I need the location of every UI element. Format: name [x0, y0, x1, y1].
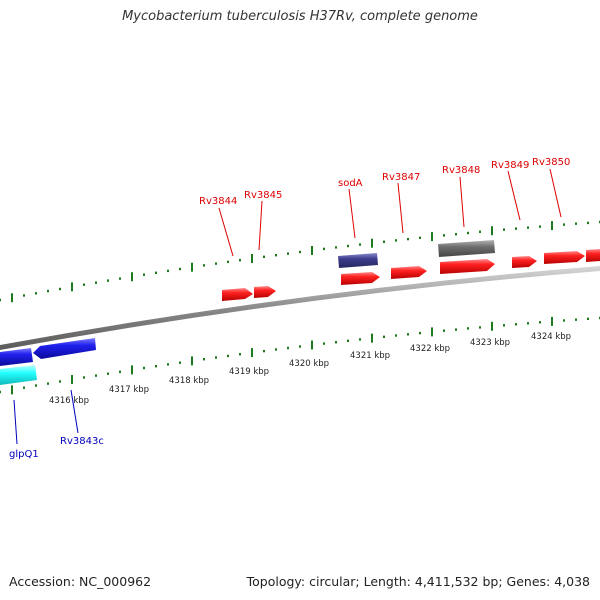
feature-navy[interactable]	[338, 253, 378, 268]
gene-labels: Rv3844 Rv3845 sodA Rv3847 Rv3848 Rv3849 …	[9, 157, 570, 460]
gene-label-rv3845[interactable]: Rv3845	[244, 190, 282, 201]
scale-label: 4319 kbp	[229, 367, 269, 377]
other-features	[338, 240, 495, 268]
feature-gray[interactable]	[438, 240, 495, 257]
gene-partial-edge[interactable]	[586, 249, 600, 262]
scale-label: 4320 kbp	[289, 359, 329, 369]
scale-label: 4318 kbp	[169, 376, 209, 386]
genome-backbone	[0, 266, 600, 350]
gene-rv3844[interactable]	[222, 288, 253, 301]
gene-label-rv3850[interactable]: Rv3850	[532, 157, 570, 168]
gene-rv3845[interactable]	[254, 286, 276, 298]
genome-summary: Topology: circular; Length: 4,411,532 bp…	[246, 574, 590, 589]
gene-rv3850[interactable]	[544, 251, 585, 264]
gene-reverse-partial[interactable]	[0, 348, 33, 366]
reverse-strand-ruler	[0, 316, 600, 395]
gene-rv3849[interactable]	[512, 256, 537, 268]
gene-label-rv3848[interactable]: Rv3848	[442, 165, 480, 176]
gene-soda[interactable]	[341, 272, 380, 285]
gene-label-soda[interactable]: sodA	[338, 178, 363, 189]
scale-label: 4321 kbp	[350, 351, 390, 361]
gene-label-rv3849[interactable]: Rv3849	[491, 160, 529, 171]
gene-rv3847[interactable]	[391, 266, 427, 279]
accession-text: Accession: NC_000962	[9, 574, 152, 589]
gene-rv3843c[interactable]	[33, 338, 96, 359]
scale-label: 4324 kbp	[531, 332, 571, 342]
forward-genes	[222, 249, 600, 301]
forward-strand-ruler	[0, 220, 600, 303]
gene-label-rv3843c[interactable]: Rv3843c	[60, 436, 104, 447]
scale-label: 4316 kbp	[49, 396, 89, 406]
scale-label: 4322 kbp	[410, 344, 450, 354]
label-leaders	[13, 168, 562, 445]
gene-label-rv3844[interactable]: Rv3844	[199, 196, 237, 207]
reverse-genes	[0, 338, 96, 385]
gene-label-rv3847[interactable]: Rv3847	[382, 172, 420, 183]
gene-rv3848[interactable]	[440, 259, 495, 274]
scale-label: 4317 kbp	[109, 385, 149, 395]
scale-label: 4323 kbp	[470, 338, 510, 348]
map-title: Mycobacterium tuberculosis H37Rv, comple…	[122, 9, 478, 24]
gene-glpq1[interactable]	[0, 365, 37, 385]
scale-labels: 4316 kbp 4317 kbp 4318 kbp 4319 kbp 4320…	[49, 332, 571, 406]
gene-label-glpq1[interactable]: glpQ1	[9, 449, 39, 460]
